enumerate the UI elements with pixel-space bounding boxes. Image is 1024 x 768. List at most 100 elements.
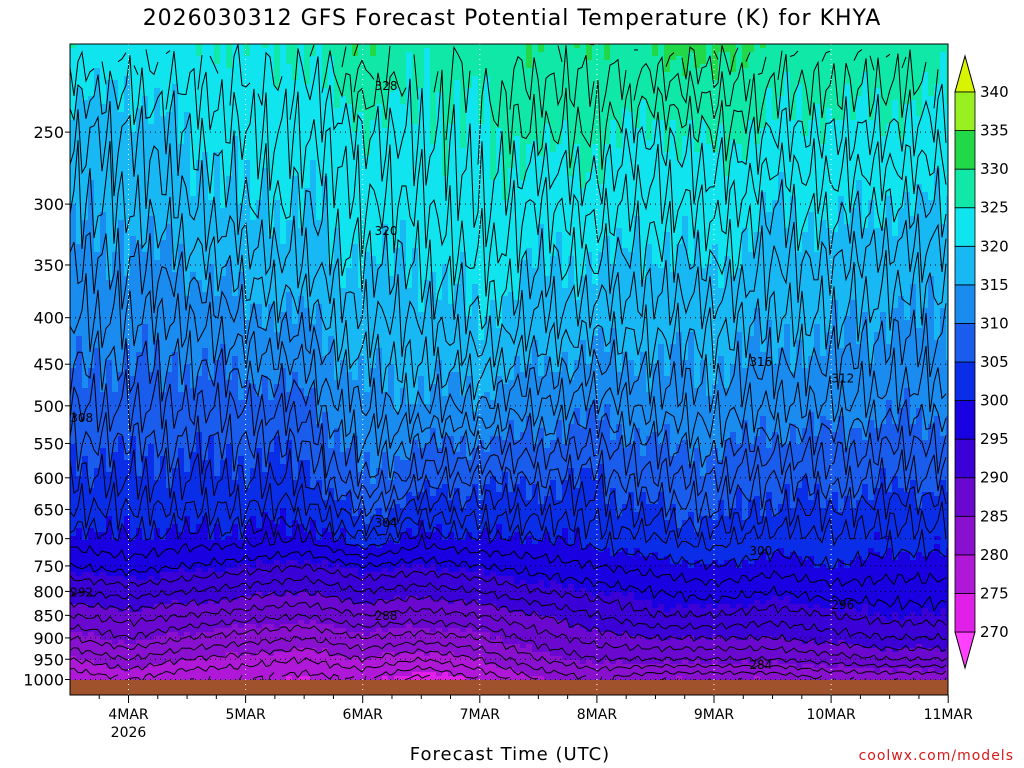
field-cell	[112, 236, 119, 241]
field-cell	[76, 600, 83, 605]
field-cell	[232, 360, 239, 365]
field-cell	[142, 84, 149, 89]
field-cell	[136, 572, 143, 577]
field-cell	[124, 280, 131, 285]
field-cell	[100, 564, 107, 569]
field-cell	[124, 148, 131, 153]
field-cell	[190, 600, 197, 605]
field-cell	[94, 112, 101, 117]
field-cell	[244, 248, 251, 253]
field-cell	[82, 252, 89, 257]
field-cell	[100, 620, 107, 625]
field-cell	[70, 428, 77, 433]
field-cell	[196, 524, 203, 529]
field-cell	[136, 496, 143, 501]
field-cell	[118, 80, 125, 85]
field-cell	[76, 64, 83, 69]
field-cell	[244, 372, 251, 377]
field-cell	[226, 156, 233, 161]
field-cell	[100, 132, 107, 137]
field-cell	[202, 316, 209, 321]
field-cell	[130, 644, 137, 649]
field-cell	[172, 372, 179, 377]
field-cell	[142, 308, 149, 313]
field-cell	[142, 408, 149, 413]
field-cell	[88, 648, 95, 653]
field-cell	[154, 404, 161, 409]
field-cell	[172, 100, 179, 105]
field-cell	[118, 604, 125, 609]
field-cell	[94, 608, 101, 613]
field-cell	[94, 228, 101, 233]
field-cell	[172, 236, 179, 241]
field-cell	[208, 404, 215, 409]
field-cell	[88, 420, 95, 425]
field-cell	[214, 516, 221, 521]
field-cell	[196, 320, 203, 325]
field-cell	[178, 248, 185, 253]
field-cell	[238, 544, 245, 549]
field-cell	[118, 448, 125, 453]
field-cell	[202, 396, 209, 401]
field-cell	[82, 632, 89, 637]
field-cell	[220, 648, 227, 653]
field-cell	[226, 592, 233, 597]
field-cell	[136, 48, 143, 53]
field-cell	[208, 204, 215, 209]
field-cell	[196, 532, 203, 537]
field-cell	[220, 432, 227, 437]
field-cell	[202, 600, 209, 605]
field-cell	[94, 620, 101, 625]
field-cell	[214, 144, 221, 149]
field-cell	[100, 320, 107, 325]
field-cell	[232, 180, 239, 185]
field-cell	[82, 180, 89, 185]
field-cell	[142, 116, 149, 121]
field-cell	[226, 248, 233, 253]
field-cell	[112, 484, 119, 489]
field-cell	[82, 600, 89, 605]
field-cell	[172, 436, 179, 441]
field-cell	[232, 300, 239, 305]
field-cell	[118, 316, 125, 321]
field-cell	[142, 164, 149, 169]
field-cell	[124, 476, 131, 481]
field-cell	[196, 568, 203, 573]
field-cell	[238, 488, 245, 493]
field-cell	[76, 396, 83, 401]
field-cell	[130, 120, 137, 125]
field-cell	[196, 552, 203, 557]
field-cell	[190, 656, 197, 661]
field-cell	[76, 368, 83, 373]
field-cell	[250, 88, 257, 93]
field-cell	[130, 676, 137, 681]
field-cell	[196, 240, 203, 245]
field-cell	[208, 152, 215, 157]
field-cell	[136, 224, 143, 229]
field-cell	[238, 444, 245, 449]
field-cell	[160, 52, 167, 57]
field-cell	[154, 116, 161, 121]
field-cell	[232, 308, 239, 313]
field-cell	[250, 448, 257, 453]
field-cell	[70, 576, 77, 581]
field-cell	[238, 124, 245, 129]
field-cell	[124, 48, 131, 53]
field-cell	[214, 388, 221, 393]
field-cell	[238, 660, 245, 665]
field-cell	[208, 636, 215, 641]
field-cell	[202, 208, 209, 213]
field-cell	[166, 232, 173, 237]
field-cell	[82, 172, 89, 177]
field-cell	[250, 372, 257, 377]
field-cell	[136, 368, 143, 373]
field-cell	[70, 132, 77, 137]
field-cell	[82, 508, 89, 513]
field-cell	[226, 44, 233, 49]
field-cell	[124, 420, 131, 425]
field-cell	[190, 592, 197, 597]
field-cell	[106, 632, 113, 637]
field-cell	[136, 112, 143, 117]
field-cell	[124, 120, 131, 125]
field-cell	[82, 676, 89, 681]
